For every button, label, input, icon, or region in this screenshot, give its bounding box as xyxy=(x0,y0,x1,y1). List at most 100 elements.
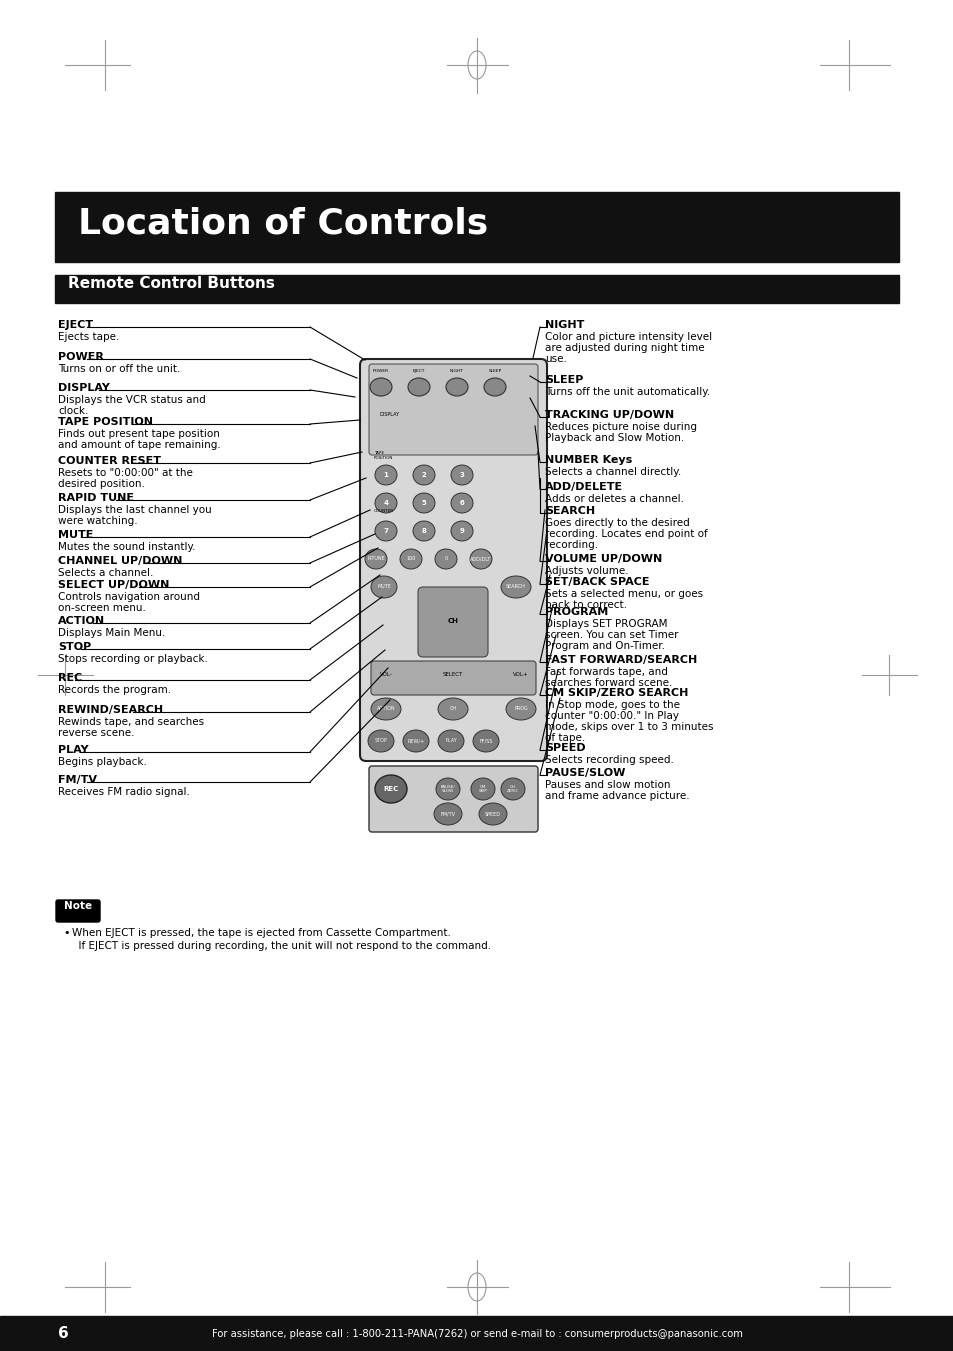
Text: Reduces picture noise during: Reduces picture noise during xyxy=(544,422,697,432)
Text: desired position.: desired position. xyxy=(58,480,145,489)
Ellipse shape xyxy=(434,802,461,825)
Ellipse shape xyxy=(451,493,473,513)
FancyBboxPatch shape xyxy=(56,900,100,921)
Ellipse shape xyxy=(371,576,396,598)
Text: 2: 2 xyxy=(421,471,426,478)
Text: Adds or deletes a channel.: Adds or deletes a channel. xyxy=(544,494,683,504)
Ellipse shape xyxy=(451,465,473,485)
Ellipse shape xyxy=(408,378,430,396)
Text: on-screen menu.: on-screen menu. xyxy=(58,603,146,613)
Text: Turns off the unit automatically.: Turns off the unit automatically. xyxy=(544,386,709,397)
Text: FAST FORWARD/SEARCH: FAST FORWARD/SEARCH xyxy=(544,655,697,665)
Text: ACTION: ACTION xyxy=(376,707,395,712)
Bar xyxy=(0,1316,953,1351)
Text: STOP: STOP xyxy=(375,739,387,743)
Text: EJECT: EJECT xyxy=(58,320,93,330)
Text: 8: 8 xyxy=(421,528,426,534)
Text: Location of Controls: Location of Controls xyxy=(78,207,488,240)
Text: back to correct.: back to correct. xyxy=(544,600,626,611)
Text: TAPE
POSITION: TAPE POSITION xyxy=(374,451,393,459)
Text: SPEED: SPEED xyxy=(484,812,500,816)
Text: SEARCH: SEARCH xyxy=(544,507,595,516)
Ellipse shape xyxy=(473,730,498,753)
Text: 4: 4 xyxy=(383,500,388,507)
Ellipse shape xyxy=(446,378,468,396)
Text: ADD/DELETE: ADD/DELETE xyxy=(544,482,622,492)
Text: 3: 3 xyxy=(459,471,464,478)
Ellipse shape xyxy=(370,378,392,396)
Text: REC: REC xyxy=(58,673,82,684)
Text: Mutes the sound instantly.: Mutes the sound instantly. xyxy=(58,542,195,553)
Text: REC: REC xyxy=(383,786,398,792)
Text: STOP: STOP xyxy=(58,642,91,653)
Text: Sets a selected menu, or goes: Sets a selected menu, or goes xyxy=(544,589,702,598)
Bar xyxy=(55,276,898,303)
Ellipse shape xyxy=(375,521,396,540)
Text: Ejects tape.: Ejects tape. xyxy=(58,332,119,342)
Ellipse shape xyxy=(413,465,435,485)
Text: counter "0:00:00." In Play: counter "0:00:00." In Play xyxy=(544,711,679,721)
Text: COUNTER: COUNTER xyxy=(374,509,394,513)
Text: Finds out present tape position: Finds out present tape position xyxy=(58,430,219,439)
Text: REWIND/SEARCH: REWIND/SEARCH xyxy=(58,705,163,715)
Text: NIGHT: NIGHT xyxy=(544,320,584,330)
Text: Remote Control Buttons: Remote Control Buttons xyxy=(68,276,274,290)
Text: of tape.: of tape. xyxy=(544,734,584,743)
Text: DISPLAY: DISPLAY xyxy=(58,382,110,393)
Text: PAUSE/
SLOW: PAUSE/ SLOW xyxy=(440,785,455,793)
Text: Turns on or off the unit.: Turns on or off the unit. xyxy=(58,363,180,374)
Text: ACTION: ACTION xyxy=(58,616,105,626)
Text: Program and On-Timer.: Program and On-Timer. xyxy=(544,640,664,651)
Text: VOL+: VOL+ xyxy=(513,671,528,677)
Text: VOL-: VOL- xyxy=(379,671,392,677)
Text: SLEEP: SLEEP xyxy=(488,369,501,373)
Text: searches forward scene.: searches forward scene. xyxy=(544,678,672,688)
Text: POWER: POWER xyxy=(58,353,104,362)
Ellipse shape xyxy=(365,549,387,569)
Ellipse shape xyxy=(505,698,536,720)
FancyBboxPatch shape xyxy=(371,661,536,694)
Ellipse shape xyxy=(399,549,421,569)
Text: and amount of tape remaining.: and amount of tape remaining. xyxy=(58,440,220,450)
Text: Records the program.: Records the program. xyxy=(58,685,171,694)
FancyBboxPatch shape xyxy=(369,766,537,832)
Ellipse shape xyxy=(478,802,506,825)
Text: recording.: recording. xyxy=(544,540,598,550)
Text: 6: 6 xyxy=(459,500,464,507)
Text: 7: 7 xyxy=(383,528,388,534)
Ellipse shape xyxy=(500,778,524,800)
Text: PROG: PROG xyxy=(514,707,527,712)
Text: CH: CH xyxy=(447,617,458,624)
Text: MUTE: MUTE xyxy=(58,530,93,540)
Text: clock.: clock. xyxy=(58,407,89,416)
Text: FM/TV: FM/TV xyxy=(440,812,455,816)
Ellipse shape xyxy=(437,730,463,753)
Text: Selects a channel.: Selects a channel. xyxy=(58,567,153,578)
Text: Selects a channel directly.: Selects a channel directly. xyxy=(544,467,680,477)
Text: 1: 1 xyxy=(383,471,388,478)
Text: EJECT: EJECT xyxy=(413,369,425,373)
Text: PROGRAM: PROGRAM xyxy=(544,607,608,617)
Ellipse shape xyxy=(368,730,394,753)
Text: Playback and Slow Motion.: Playback and Slow Motion. xyxy=(544,434,683,443)
Ellipse shape xyxy=(483,378,505,396)
Text: 5: 5 xyxy=(421,500,426,507)
Text: When EJECT is pressed, the tape is ejected from Cassette Compartment.: When EJECT is pressed, the tape is eject… xyxy=(71,928,451,938)
Text: CH: CH xyxy=(449,707,456,712)
Text: 100: 100 xyxy=(406,557,416,562)
Text: CHANNEL UP/DOWN: CHANNEL UP/DOWN xyxy=(58,557,182,566)
Text: use.: use. xyxy=(544,354,566,363)
Text: Resets to "0:00:00" at the: Resets to "0:00:00" at the xyxy=(58,467,193,478)
Ellipse shape xyxy=(375,775,407,802)
Ellipse shape xyxy=(375,465,396,485)
Text: POWER: POWER xyxy=(373,369,389,373)
Text: MUTE: MUTE xyxy=(376,585,391,589)
Text: RAPID TUNE: RAPID TUNE xyxy=(58,493,133,503)
Text: NUMBER Keys: NUMBER Keys xyxy=(544,455,632,465)
Text: REW/+: REW/+ xyxy=(407,739,424,743)
Text: ADD/DLT: ADD/DLT xyxy=(470,557,491,562)
Text: SET/BACK SPACE: SET/BACK SPACE xyxy=(544,577,649,586)
Text: SPEED: SPEED xyxy=(544,743,585,753)
Text: 0: 0 xyxy=(444,557,447,562)
Text: Stops recording or playback.: Stops recording or playback. xyxy=(58,654,208,663)
